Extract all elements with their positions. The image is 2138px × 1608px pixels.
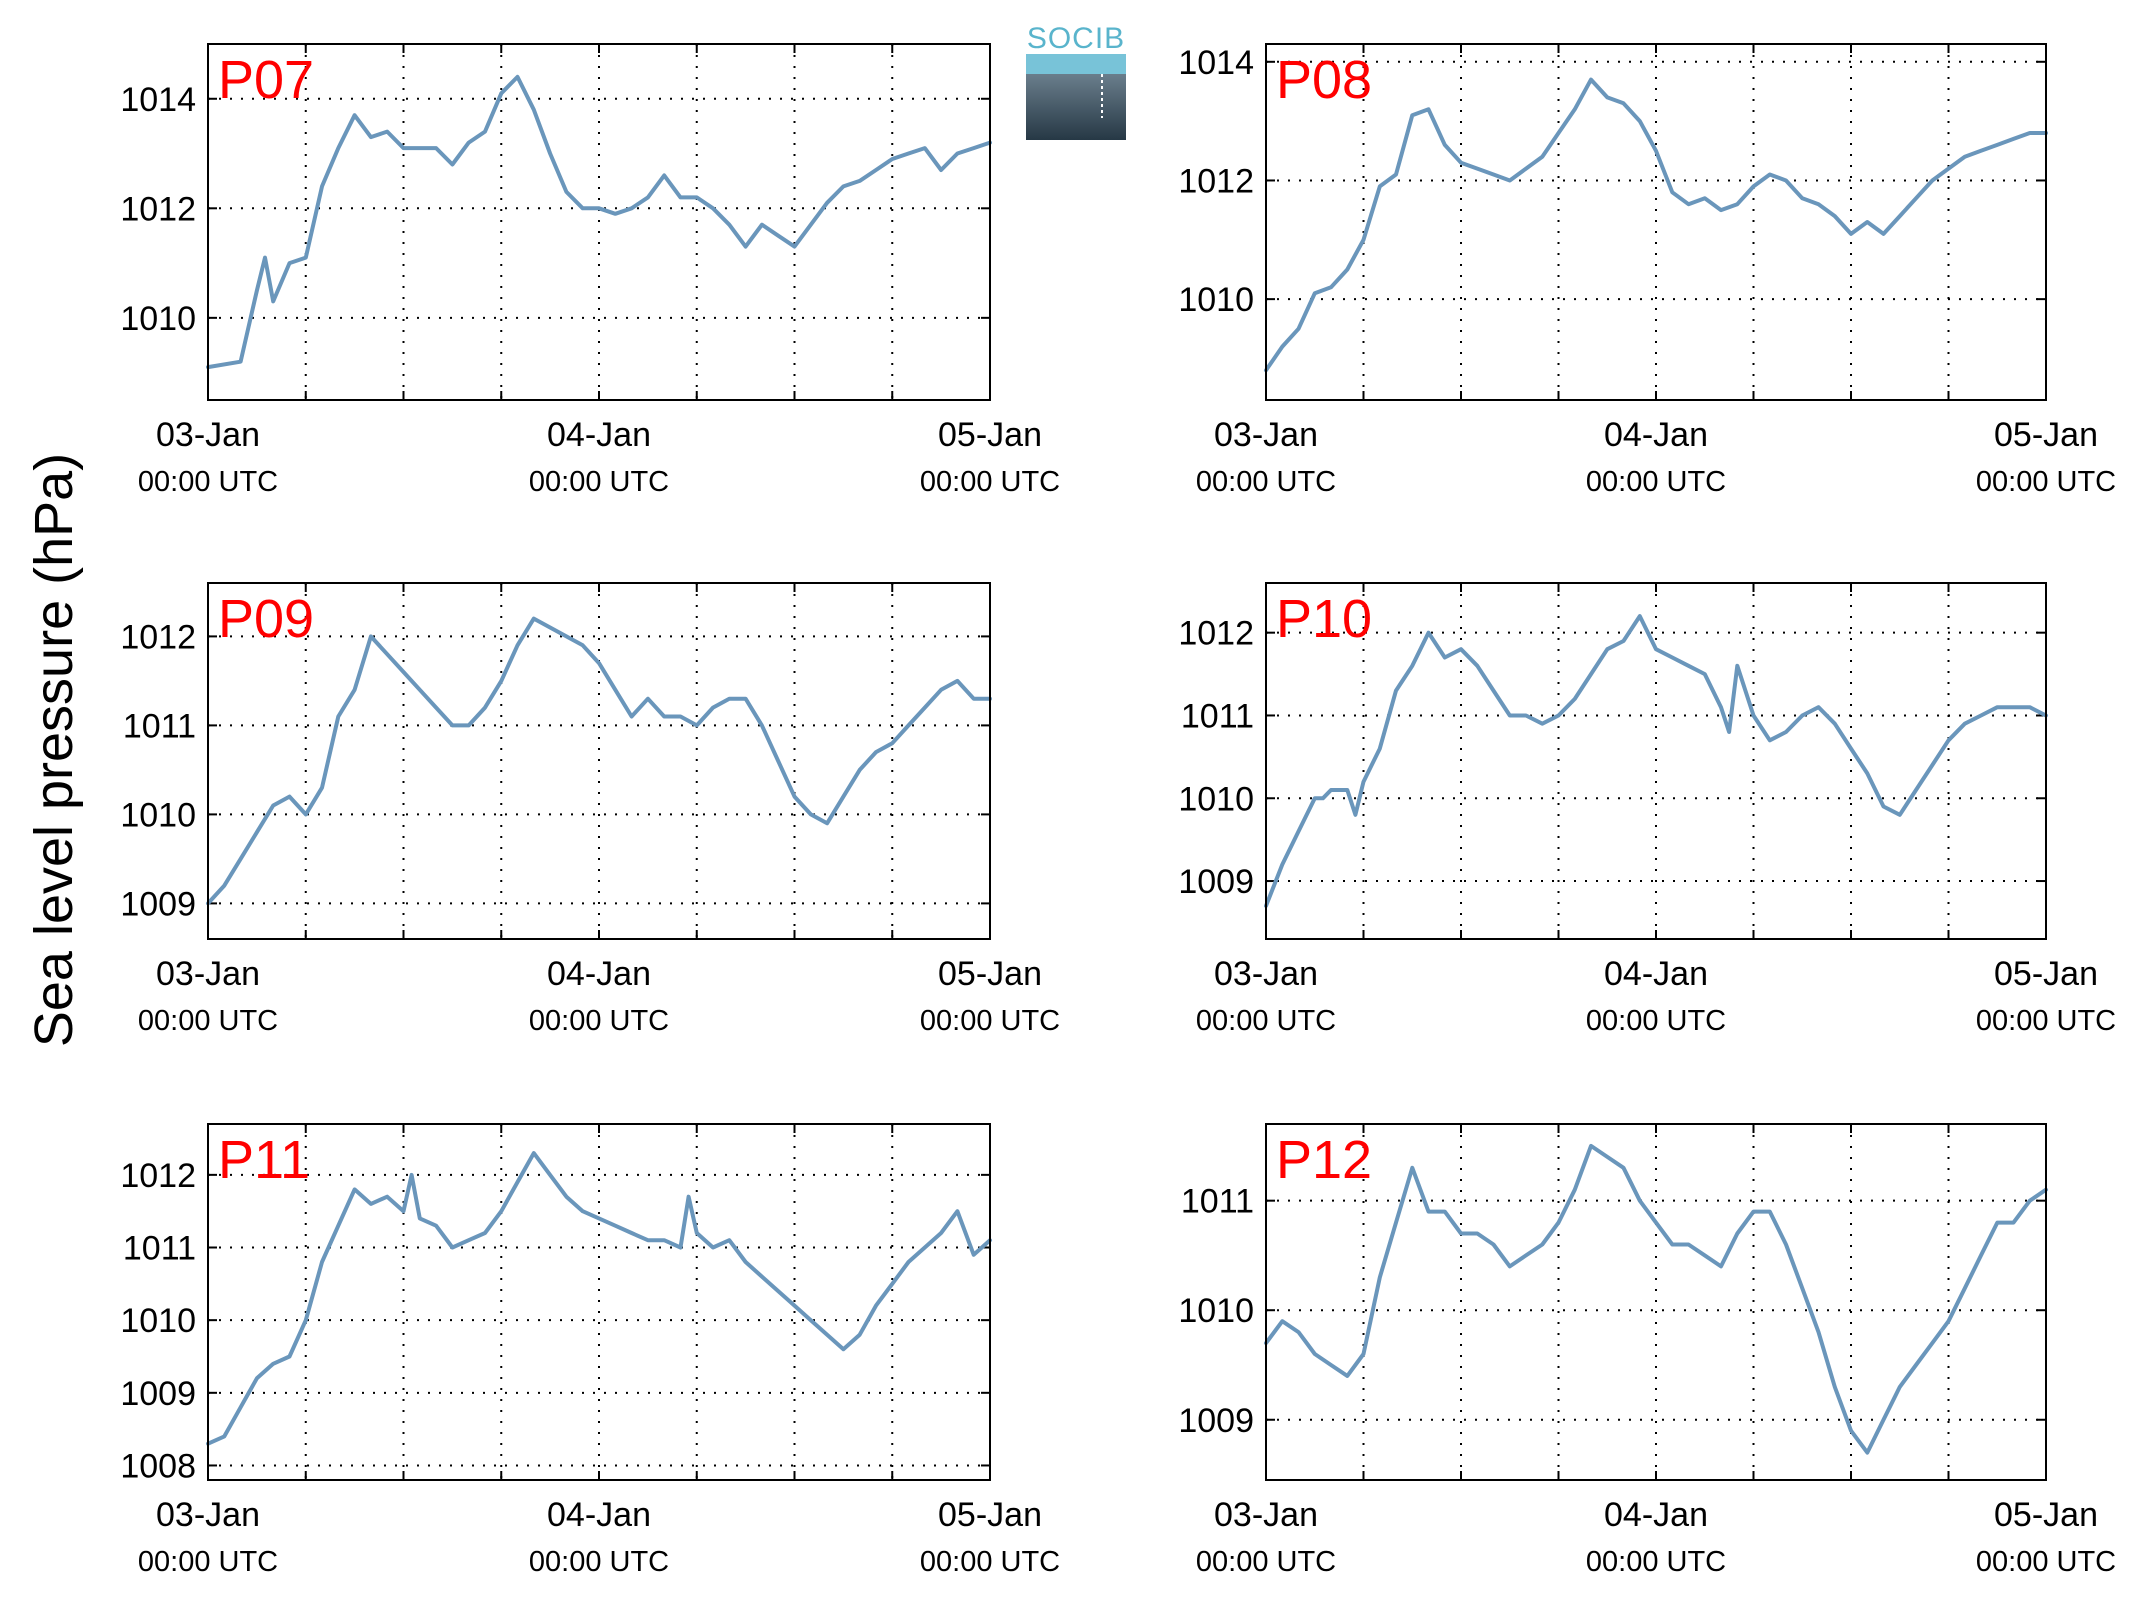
x-tick-label-date: 03-Jan bbox=[156, 1496, 260, 1534]
x-tick-label-time: 00:00 UTC bbox=[138, 466, 278, 498]
logo-body bbox=[1026, 74, 1126, 140]
x-tick-label-date: 04-Jan bbox=[547, 1496, 651, 1534]
axes-frame bbox=[207, 43, 991, 401]
y-tick-label: 1010 bbox=[1178, 780, 1254, 818]
panel-label: P10 bbox=[1276, 589, 1372, 649]
y-tick-label: 1011 bbox=[1181, 1183, 1254, 1221]
y-tick-label: 1014 bbox=[120, 81, 196, 119]
x-tick-label-time: 00:00 UTC bbox=[529, 466, 669, 498]
panel-label: P08 bbox=[1276, 50, 1372, 110]
series-line-p11 bbox=[206, 1151, 992, 1446]
chart-panel-p11: 1008 1009 1010 1011 1012 P11 03-Jan 00:00 UTC 04… bbox=[120, 1123, 1060, 1578]
y-tick-label: 1012 bbox=[1178, 162, 1254, 200]
series-line-p07 bbox=[206, 74, 992, 370]
panel-label: P09 bbox=[218, 589, 314, 649]
chart-panel-p09: 1009 1010 1011 1012 P09 03-Jan 00:00 UTC 04-Jan… bbox=[120, 582, 1060, 1037]
y-tick-label: 1014 bbox=[1178, 44, 1254, 82]
x-tick-label-date: 03-Jan bbox=[1214, 1496, 1318, 1534]
y-tick-label: 1012 bbox=[120, 190, 196, 228]
x-tick-label-time: 00:00 UTC bbox=[138, 1005, 278, 1037]
y-tick-label: 1010 bbox=[1178, 281, 1254, 319]
y-tick-label: 1009 bbox=[120, 1375, 196, 1413]
series-line-p10 bbox=[1264, 614, 2048, 908]
socib-logo: SOCIB bbox=[1026, 22, 1126, 140]
panels: 1010 1012 1014 P07 03-Jan 00:00 UTC 04-Jan 00:0… bbox=[120, 43, 2116, 1578]
series-line-p08 bbox=[1264, 77, 2048, 373]
x-tick-label-date: 04-Jan bbox=[1604, 416, 1708, 454]
y-tick-label: 1011 bbox=[123, 1230, 196, 1268]
y-tick-label: 1009 bbox=[1178, 1402, 1254, 1440]
y-tick-label: 1012 bbox=[120, 618, 196, 656]
y-tick-label: 1010 bbox=[120, 1302, 196, 1340]
y-tick-label: 1010 bbox=[120, 300, 196, 338]
chart-panel-p12: 1009 1010 1011 P12 03-Jan 00:00 UTC 04-Jan 00:0… bbox=[1178, 1123, 2116, 1578]
chart-panel-p10: 1009 1010 1011 1012 P10 03-Jan 00:00 UTC 04-Jan… bbox=[1178, 582, 2116, 1037]
panel-label: P07 bbox=[218, 50, 314, 110]
x-tick-label-date: 04-Jan bbox=[1604, 1496, 1708, 1534]
x-tick-label-time: 00:00 UTC bbox=[1586, 1005, 1726, 1037]
x-tick-label-date: 05-Jan bbox=[938, 416, 1042, 454]
x-tick-label-time: 00:00 UTC bbox=[529, 1005, 669, 1037]
x-tick-label-date: 03-Jan bbox=[1214, 955, 1318, 993]
x-tick-label-time: 00:00 UTC bbox=[1196, 466, 1336, 498]
x-tick-label-date: 03-Jan bbox=[156, 955, 260, 993]
x-tick-label-date: 03-Jan bbox=[156, 416, 260, 454]
x-tick-label-date: 04-Jan bbox=[1604, 955, 1708, 993]
panel-label: P12 bbox=[1276, 1130, 1372, 1190]
x-tick-label-date: 05-Jan bbox=[1994, 1496, 2098, 1534]
series-line-p12 bbox=[1264, 1143, 2048, 1455]
x-tick-label-time: 00:00 UTC bbox=[920, 1005, 1060, 1037]
y-tick-label: 1009 bbox=[1178, 863, 1254, 901]
x-tick-label-time: 00:00 UTC bbox=[138, 1546, 278, 1578]
y-tick-label: 1011 bbox=[123, 707, 196, 745]
x-tick-label-date: 04-Jan bbox=[547, 955, 651, 993]
x-tick-label-time: 00:00 UTC bbox=[1976, 466, 2116, 498]
chart-panel-p07: 1010 1012 1014 P07 03-Jan 00:00 UTC 04-Jan 00:0… bbox=[120, 43, 1060, 498]
y-tick-label: 1012 bbox=[1178, 615, 1254, 653]
panel-label: P11 bbox=[218, 1130, 310, 1190]
x-tick-label-time: 00:00 UTC bbox=[1976, 1546, 2116, 1578]
axes-frame bbox=[207, 582, 991, 940]
x-tick-label-date: 05-Jan bbox=[938, 955, 1042, 993]
y-tick-label: 1008 bbox=[120, 1447, 196, 1485]
x-tick-label-date: 05-Jan bbox=[938, 1496, 1042, 1534]
x-tick-label-time: 00:00 UTC bbox=[529, 1546, 669, 1578]
axes-frame bbox=[1265, 43, 2047, 401]
x-tick-label-time: 00:00 UTC bbox=[920, 466, 1060, 498]
y-tick-label: 1011 bbox=[1181, 697, 1254, 735]
x-tick-label-date: 05-Jan bbox=[1994, 416, 2098, 454]
x-tick-label-time: 00:00 UTC bbox=[1196, 1005, 1336, 1037]
y-axis-label: Sea level pressure (hPa) bbox=[24, 453, 84, 1047]
logo-text: SOCIB bbox=[1027, 22, 1125, 55]
axes-frame bbox=[207, 1123, 991, 1481]
x-tick-label-time: 00:00 UTC bbox=[1586, 466, 1726, 498]
x-tick-label-date: 05-Jan bbox=[1994, 955, 2098, 993]
axes-frame bbox=[1265, 1123, 2047, 1481]
x-tick-label-time: 00:00 UTC bbox=[1976, 1005, 2116, 1037]
x-tick-label-time: 00:00 UTC bbox=[1586, 1546, 1726, 1578]
logo-band bbox=[1026, 54, 1126, 74]
axes-frame bbox=[1265, 582, 2047, 940]
x-tick-label-time: 00:00 UTC bbox=[1196, 1546, 1336, 1578]
y-tick-label: 1012 bbox=[120, 1157, 196, 1195]
chart-panel-p08: 1010 1012 1014 P08 03-Jan 00:00 UTC 04-Jan 00:0… bbox=[1178, 43, 2116, 498]
y-tick-label: 1010 bbox=[120, 796, 196, 834]
x-tick-label-date: 03-Jan bbox=[1214, 416, 1318, 454]
x-tick-label-date: 04-Jan bbox=[547, 416, 651, 454]
x-tick-label-time: 00:00 UTC bbox=[920, 1546, 1060, 1578]
series-line-p09 bbox=[206, 616, 992, 906]
y-tick-label: 1009 bbox=[120, 885, 196, 923]
y-tick-label: 1010 bbox=[1178, 1292, 1254, 1330]
